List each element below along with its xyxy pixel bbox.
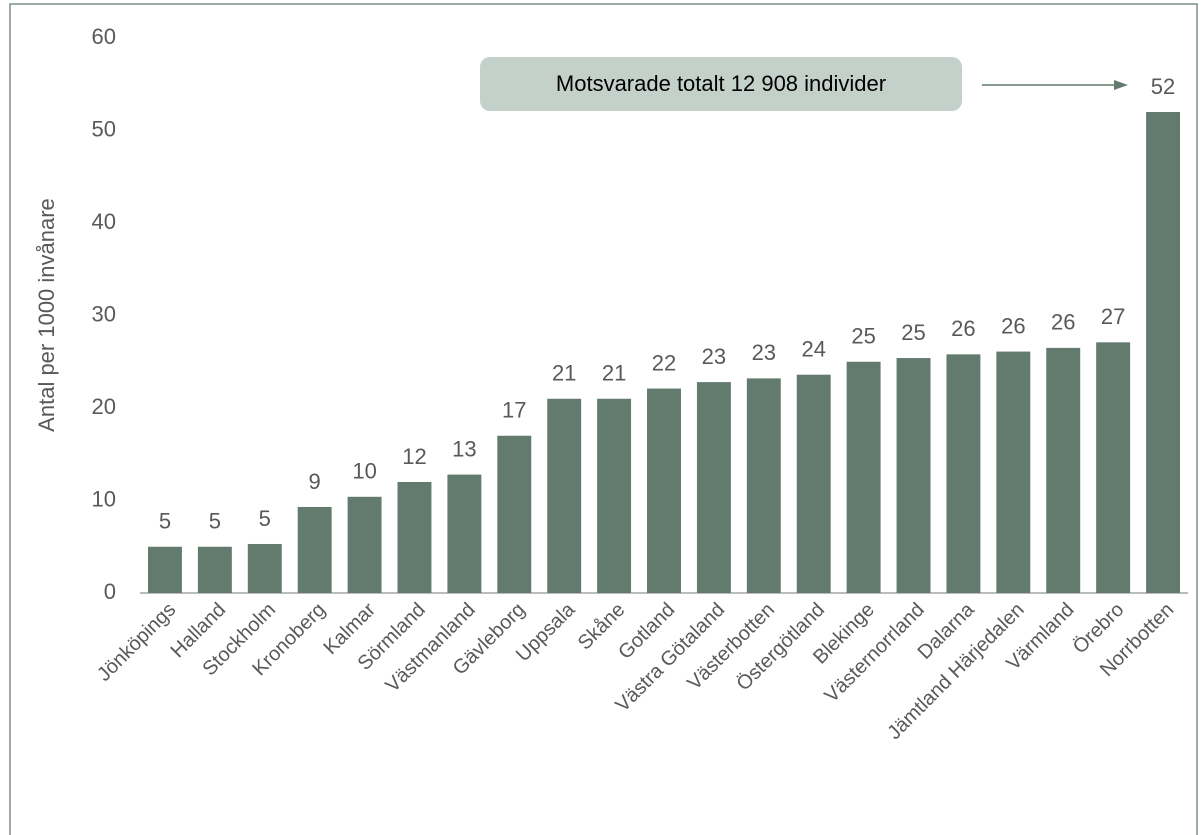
y-tick-label: 10 (92, 486, 116, 511)
value-label: 21 (552, 361, 576, 386)
value-label: 9 (309, 469, 321, 494)
bar (696, 382, 731, 593)
y-tick-label: 30 (92, 301, 116, 326)
value-label: 5 (159, 509, 171, 534)
value-label: 23 (702, 344, 726, 369)
y-tick-label: 20 (92, 394, 116, 419)
bar (647, 388, 681, 593)
value-label: 5 (259, 506, 271, 531)
bar (247, 543, 282, 593)
y-tick-label: 60 (92, 24, 116, 49)
bar (147, 546, 182, 593)
value-label: 26 (1001, 313, 1025, 338)
bar (996, 351, 1031, 593)
bar (746, 378, 781, 593)
value-label: 13 (452, 436, 476, 461)
annotation-box (480, 57, 962, 111)
bar (197, 546, 232, 593)
value-label: 23 (752, 340, 776, 365)
bar (347, 496, 382, 593)
value-label: 5 (209, 509, 221, 534)
bar (946, 354, 981, 593)
y-tick-label: 40 (92, 209, 116, 234)
y-axis-label: Antal per 1000 invånare (34, 198, 59, 432)
value-label: 17 (502, 398, 526, 423)
bar (846, 361, 881, 593)
bar (1146, 112, 1181, 593)
value-label: 25 (901, 320, 925, 345)
value-label: 25 (851, 324, 875, 349)
value-label: 52 (1151, 74, 1175, 99)
bar (896, 358, 931, 593)
annotation: Motsvarade totalt 12 908 individer (556, 71, 886, 96)
bar (297, 506, 332, 593)
arrow-head (1114, 80, 1128, 90)
value-label: 26 (951, 316, 975, 341)
bar (796, 374, 831, 593)
bar (1046, 347, 1081, 593)
bar (447, 474, 482, 593)
value-label: 26 (1051, 310, 1075, 335)
value-label: 12 (402, 444, 426, 469)
bar (1096, 342, 1131, 593)
bar (497, 435, 532, 593)
value-label: 27 (1101, 304, 1125, 329)
bar (397, 482, 432, 593)
value-label: 21 (602, 361, 626, 386)
y-tick-label: 50 (92, 116, 116, 141)
bar (597, 398, 632, 593)
bar (547, 398, 582, 593)
value-label: 24 (801, 337, 825, 362)
value-label: 22 (652, 350, 676, 375)
y-tick-label: 0 (104, 579, 116, 604)
value-label: 10 (352, 459, 376, 484)
